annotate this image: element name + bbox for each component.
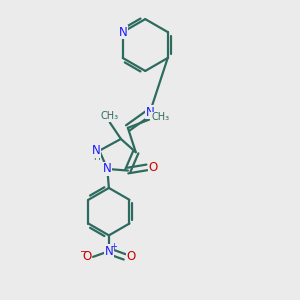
Text: N: N <box>103 163 112 176</box>
Text: CH₃: CH₃ <box>101 111 119 121</box>
Text: N: N <box>92 144 100 157</box>
Text: O: O <box>82 250 92 263</box>
Text: N: N <box>146 106 154 118</box>
Text: O: O <box>148 161 158 174</box>
Text: N: N <box>104 245 113 258</box>
Text: N: N <box>118 26 127 39</box>
Text: +: + <box>110 242 117 251</box>
Text: O: O <box>126 250 136 263</box>
Text: CH₃: CH₃ <box>151 112 169 122</box>
Text: −: − <box>80 247 88 257</box>
Text: H: H <box>93 153 100 162</box>
